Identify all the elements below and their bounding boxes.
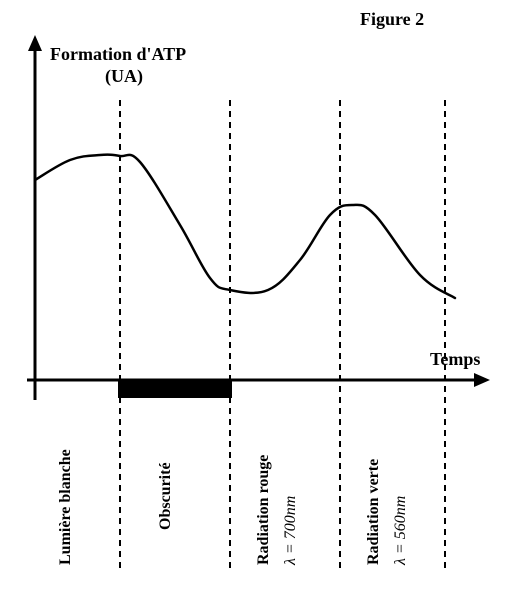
- dark-period-bar: [118, 380, 232, 398]
- x-axis-label: Temps: [430, 349, 480, 369]
- atp-formation-chart: Figure 2 Formation d'ATP(UA) Temps Lumière …: [0, 0, 506, 590]
- y-axis-arrowhead: [28, 35, 42, 51]
- phase-lambda-3: λ = 560nm: [392, 496, 409, 566]
- phase-label-0: Lumière blanche: [57, 449, 74, 565]
- figure-title: Figure 2: [360, 9, 424, 29]
- phase-label-1: Obscurité: [157, 462, 174, 530]
- y-axis-label-line1: Formation d'ATP: [50, 44, 186, 64]
- phase-label-3: Radiation verte: [365, 459, 382, 565]
- x-axis-arrowhead: [474, 373, 490, 387]
- y-axis-label-line2: (UA): [105, 66, 143, 87]
- atp-curve: [35, 155, 455, 298]
- phase-label-2: Radiation rouge: [255, 455, 272, 565]
- phase-lambda-2: λ = 700nm: [282, 496, 299, 566]
